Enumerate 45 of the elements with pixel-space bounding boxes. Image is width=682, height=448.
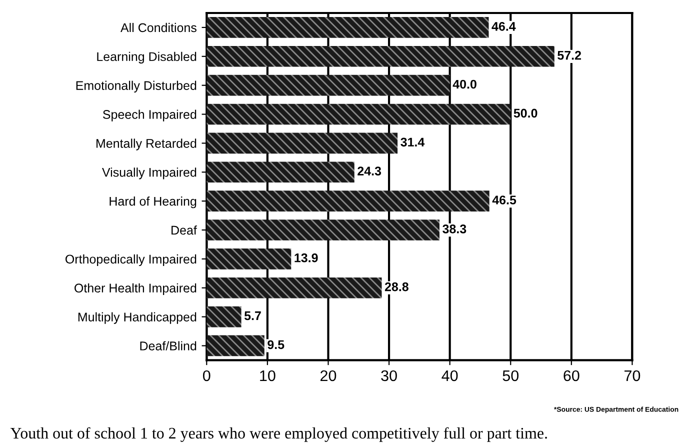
data-label: 24.3	[358, 166, 382, 176]
x-tick-label: 60	[564, 370, 580, 382]
bar	[206, 190, 490, 212]
data-label: 50.0	[514, 108, 538, 118]
x-tick-label: 70	[624, 370, 640, 382]
y-tick-label: Deaf/Blind	[140, 341, 196, 350]
x-tick-label: 30	[381, 370, 397, 382]
y-tick-label: Mentally Retarded	[96, 138, 196, 150]
x-tick-label: 20	[320, 370, 336, 382]
y-tick-label: Visually Impaired	[102, 168, 196, 180]
data-label: 46.5	[492, 196, 516, 204]
x-tick-label: 10	[260, 370, 276, 382]
y-tick-label: All Conditions	[120, 22, 196, 32]
bar	[206, 220, 440, 240]
text: Youth out of school 1 to 2 years who were employed competitively full or part time.	[10, 427, 547, 442]
data-label: 28.8	[384, 282, 408, 292]
data-label: 57.2	[558, 50, 581, 60]
bar	[206, 248, 292, 270]
y-tick-label: Multiply Handicapped	[78, 312, 196, 324]
bar	[206, 46, 554, 67]
bar	[206, 74, 450, 96]
data-label: 9.5	[268, 340, 284, 350]
y-tick-label: Other Health Impaired	[74, 283, 196, 295]
data-label: 38.3	[442, 224, 466, 234]
y-tick-label: Learning Disabled	[97, 52, 196, 64]
data-label: 5.7	[244, 311, 261, 320]
x-tick-label: 50	[502, 370, 519, 382]
bar	[206, 17, 489, 38]
bar	[206, 132, 398, 154]
data-label: 13.9	[294, 253, 318, 262]
x-tick-label: 40	[442, 370, 458, 382]
data-label: 46.4	[492, 22, 516, 31]
data-label: 40.0	[452, 80, 476, 89]
y-tick-label: Speech Impaired	[103, 110, 196, 122]
y-tick-label: Deaf	[172, 225, 197, 235]
data-label: 31.4	[400, 138, 425, 147]
bar	[206, 335, 264, 356]
bar	[206, 277, 382, 298]
y-tick-label: Orthopedically Impaired	[66, 254, 196, 266]
bar	[206, 104, 511, 125]
bar	[206, 162, 354, 183]
y-tick-label: Emotionally Disturbed	[76, 80, 196, 92]
y-tick-label: Hard of Hearing	[110, 196, 196, 208]
bar	[206, 306, 242, 328]
x-tick-label: 0	[202, 370, 210, 382]
